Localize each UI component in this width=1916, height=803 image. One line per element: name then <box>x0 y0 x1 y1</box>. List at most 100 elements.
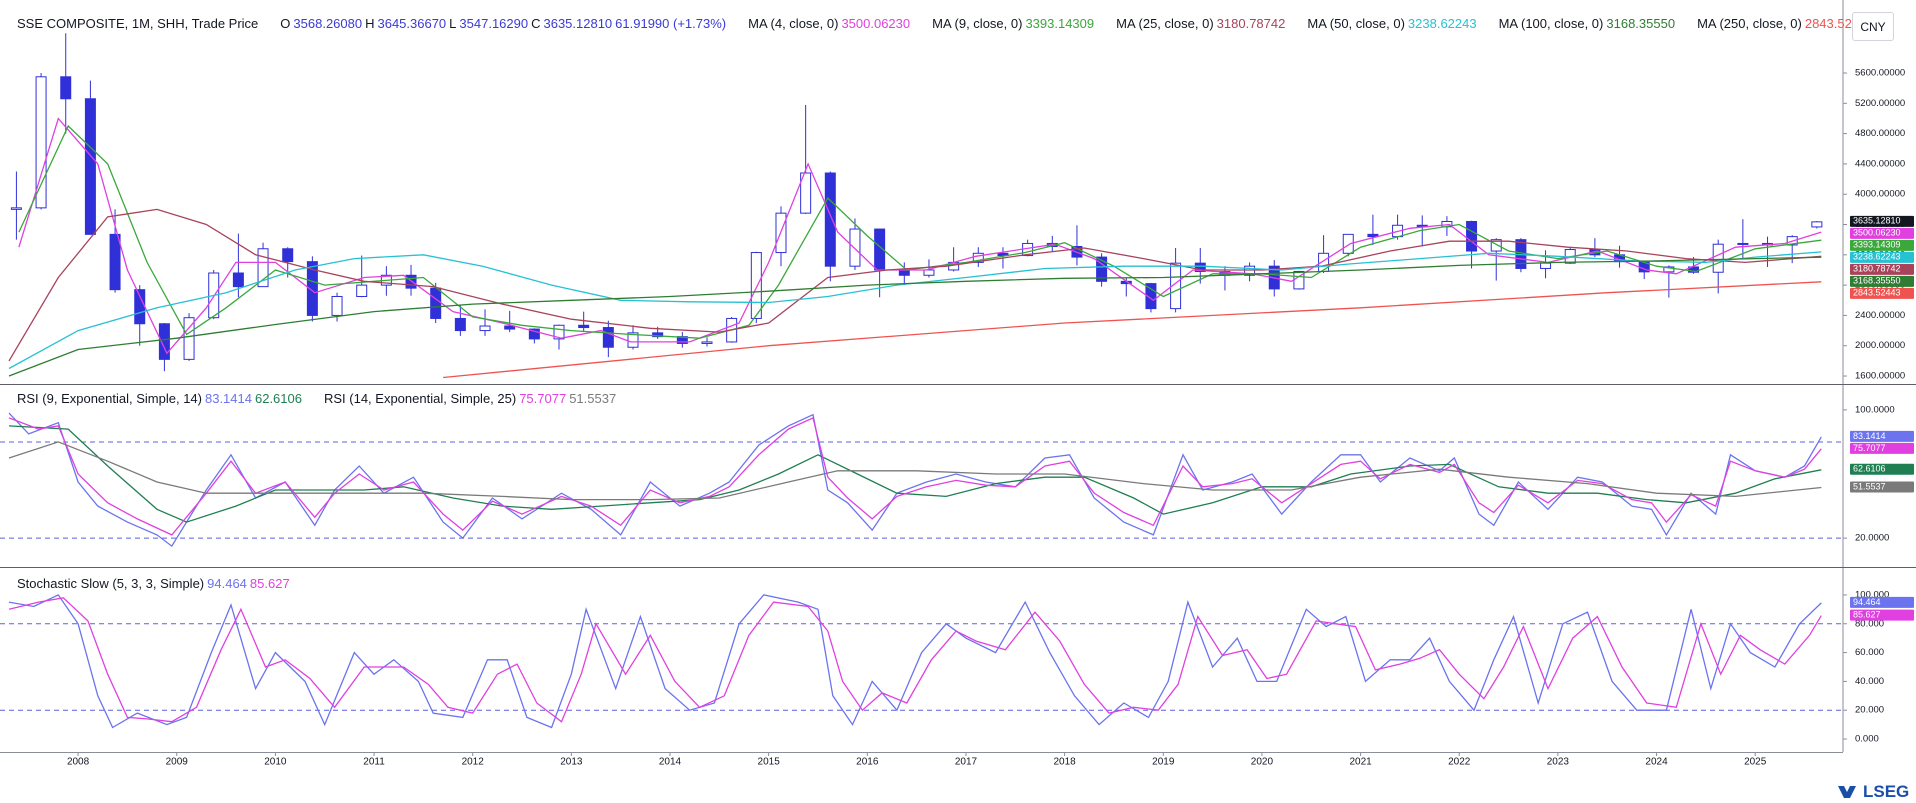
candle-body <box>602 327 614 348</box>
y-tick-label: 1600.00000 <box>1855 371 1905 382</box>
series-line <box>8 412 1822 548</box>
y-tick-label: 5200.00000 <box>1855 98 1905 109</box>
y-tick-label: 4400.00000 <box>1855 158 1905 169</box>
study-value: 62.6106 <box>254 391 302 406</box>
price-tag-label: 85.627 <box>1853 610 1881 620</box>
legend-value: 3500.06230 <box>841 16 911 31</box>
candle-body <box>306 261 318 316</box>
brand-logo: LSEG <box>1836 782 1909 802</box>
candle-body <box>84 98 96 235</box>
candle-body <box>1737 242 1749 245</box>
x-tick-label: 2009 <box>166 757 189 768</box>
pane <box>0 412 1843 548</box>
candle-body <box>849 228 861 267</box>
legend-value: 3238.62243 <box>1407 16 1477 31</box>
candle-body <box>1688 266 1700 273</box>
legend-value: 3180.78742 <box>1216 16 1286 31</box>
candle-body <box>430 287 442 319</box>
symbol-title: SSE COMPOSITE, 1M, SHH, Trade Price <box>17 16 259 31</box>
price-tag <box>1850 430 1914 442</box>
x-tick-label: 2015 <box>758 757 781 768</box>
currency-button[interactable]: CNY <box>1852 12 1894 41</box>
ohlc-label: O <box>280 16 291 31</box>
series-line <box>18 124 1822 339</box>
candle-body <box>158 323 170 360</box>
ohlc-value: 3635.12810 <box>543 16 613 31</box>
price-tag-label: 94.464 <box>1853 597 1881 607</box>
series-line <box>8 416 1822 536</box>
candle-body <box>356 284 368 297</box>
candle-body <box>1194 262 1206 272</box>
candle-body <box>972 252 984 263</box>
y-tick-label: 60.000 <box>1855 647 1884 658</box>
study-value: 51.5537 <box>569 391 617 406</box>
ohlc-value: 3547.16290 <box>459 16 529 31</box>
y-tick-label: 20.000 <box>1855 705 1884 716</box>
study-value: 94.464 <box>207 576 247 591</box>
candle-body <box>553 324 565 340</box>
x-tick-label: 2018 <box>1053 757 1076 768</box>
candle-body <box>1663 266 1675 273</box>
candle-body <box>652 332 664 338</box>
candle-body <box>35 76 47 209</box>
candle-body <box>1712 243 1724 273</box>
candle-body <box>923 269 935 276</box>
study-name: RSI (9, Exponential, Simple, 14) <box>17 391 202 406</box>
x-tick-label: 2014 <box>659 757 682 768</box>
candle-body <box>750 252 762 319</box>
price-tag-label: 62.6106 <box>1853 464 1886 474</box>
candle-body <box>898 269 910 276</box>
candle-body <box>232 272 244 288</box>
y-tick-label: 100.0000 <box>1855 404 1895 415</box>
ohlc-label: H <box>365 16 375 31</box>
series-line <box>8 441 1822 501</box>
legend-name: MA (50, close, 0) <box>1307 16 1405 31</box>
price-tag-label: 83.1414 <box>1853 431 1886 441</box>
y-tick-label: 2000.00000 <box>1855 340 1905 351</box>
ohlc-label: L <box>449 16 457 31</box>
price-tag <box>1850 263 1914 275</box>
study-value: 75.7077 <box>519 391 567 406</box>
price-tag <box>1850 275 1914 287</box>
series-line <box>8 594 1822 729</box>
price-tag <box>1850 481 1914 493</box>
candle-body <box>405 274 417 289</box>
price-tag-label: 3635.12810 <box>1853 216 1901 226</box>
x-tick-label: 2019 <box>1152 757 1175 768</box>
price-tag <box>1850 463 1914 475</box>
candle-body <box>1145 283 1157 310</box>
price-tag-label: 75.7077 <box>1853 443 1886 453</box>
legend-name: MA (25, close, 0) <box>1116 16 1214 31</box>
candle-body <box>1170 262 1182 310</box>
legend-name: MA (250, close, 0) <box>1697 16 1802 31</box>
candle-body <box>701 341 713 344</box>
price-tag-label: 3500.06230 <box>1853 228 1901 238</box>
change-value: 61.91990 (+1.73%) <box>615 16 727 31</box>
candle-body <box>183 317 195 360</box>
x-tick-label: 2011 <box>363 757 385 768</box>
candle-body <box>1811 221 1823 228</box>
x-tick-label: 2013 <box>560 757 583 768</box>
y-tick-label: 4000.00000 <box>1855 189 1905 200</box>
x-tick-label: 2023 <box>1547 757 1570 768</box>
price-tag <box>1850 251 1914 263</box>
price-tag <box>1850 609 1914 621</box>
price-tag <box>1850 287 1914 299</box>
price-tag-label: 3393.14309 <box>1853 240 1901 250</box>
price-tag-label: 3168.35550 <box>1853 276 1901 286</box>
candle-body <box>578 324 590 329</box>
stochastic-legend: Stochastic Slow (5, 3, 3, Simple) 94.464 8… <box>17 576 312 591</box>
candle-body <box>800 172 812 214</box>
study-name: RSI (14, Exponential, Simple, 25) <box>323 391 517 406</box>
x-tick-label: 2024 <box>1645 757 1668 768</box>
candle-body <box>528 328 540 340</box>
x-tick-label: 2021 <box>1349 757 1372 768</box>
price-tag <box>1850 596 1914 608</box>
pane <box>8 33 1823 379</box>
y-tick-label: 20.0000 <box>1855 533 1889 544</box>
candle-body <box>1244 265 1256 276</box>
series-line <box>443 281 1822 379</box>
y-tick-label: 2400.00000 <box>1855 310 1905 321</box>
ohlc-label: C <box>531 16 541 31</box>
